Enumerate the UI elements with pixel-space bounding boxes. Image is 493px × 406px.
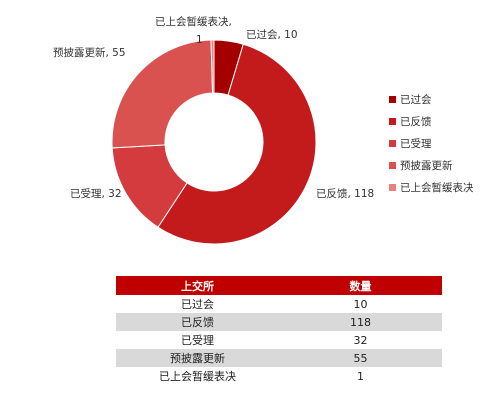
- legend-swatch-yupilu: [389, 162, 396, 169]
- table-cell-count: 55: [279, 349, 442, 367]
- legend-text-yiguohui: 已过会: [400, 93, 432, 106]
- table-cell-count: 32: [353, 333, 368, 347]
- legend: 已过会 已反馈 已受理 预披露更新 已上会暂缓表决: [389, 93, 474, 194]
- table-row: 已受理 32: [116, 331, 442, 349]
- table-cell-name: 预披露更新: [116, 349, 279, 367]
- table-cell-count: 1: [357, 369, 364, 383]
- table-cell-count: 118: [279, 313, 442, 331]
- slice-label-yishouli: 已受理, 32: [70, 188, 122, 200]
- table-cell-name: 已上会暂缓表决: [159, 370, 236, 383]
- slice-label-yupilu: 预披露更新, 55: [53, 46, 126, 59]
- table-header-exchange: 上交所: [116, 276, 279, 295]
- legend-swatch-yifankui: [389, 118, 396, 125]
- table-row: 已过会 10: [116, 295, 442, 313]
- donut-chart: 已过会, 10 已反馈, 118 已受理, 32 预披露更新, 55 已上会暂缓…: [53, 15, 474, 245]
- slice-label-yifankui: 已反馈, 118: [316, 187, 374, 200]
- table-cell-name: 已反馈: [116, 313, 279, 331]
- legend-swatch-yiguohui: [389, 96, 396, 103]
- slice-label-zanhuan-bottom: 1: [196, 34, 203, 46]
- legend-text-zanhuan: 已上会暂缓表决: [400, 181, 474, 194]
- legend-text-yifankui: 已反馈: [400, 115, 432, 128]
- table-cell-name: 已受理: [181, 334, 214, 347]
- legend-swatch-yishouli: [389, 140, 396, 147]
- table-cell-name: 已过会: [181, 298, 214, 311]
- donut-slices: [111, 39, 317, 245]
- legend-text-yishouli: 已受理: [400, 138, 432, 150]
- slice-yupilu: [111, 39, 214, 149]
- table-row: 已上会暂缓表决 1: [116, 367, 442, 385]
- legend-text-yupilu: 预披露更新: [400, 159, 453, 172]
- slice-label-zanhuan-top: 已上会暂缓表决,: [155, 15, 232, 28]
- legend-swatch-zanhuan: [389, 184, 396, 191]
- table-row: 已反馈 118: [116, 313, 442, 331]
- table-row: 预披露更新 55: [116, 349, 442, 367]
- table-cell-count: 10: [353, 297, 368, 311]
- table-header-count: 数量: [279, 276, 442, 295]
- summary-table: 上交所 数量 已过会 10 已反馈 118 已受理 32 预披露更新 55 已上…: [116, 276, 442, 385]
- slice-label-yiguohui: 已过会, 10: [246, 28, 298, 41]
- slice-yifankui: [157, 43, 317, 245]
- table-header-row: 上交所 数量: [116, 276, 442, 295]
- slice-zanhuan: [210, 39, 215, 94]
